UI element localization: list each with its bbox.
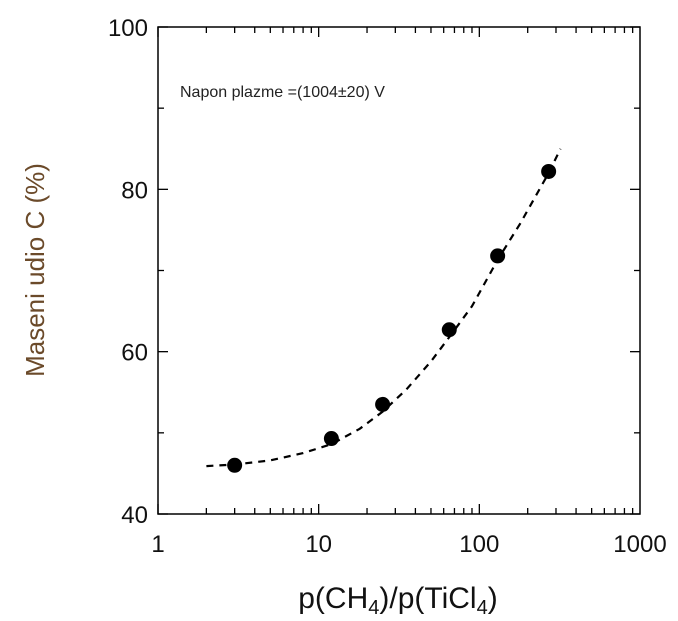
annotation: Napon plazme =(1004±20) V <box>180 84 385 101</box>
data-point <box>490 248 506 264</box>
y-axis-tick-labels: 40 60 80 100 <box>108 15 148 529</box>
x-tick-label: 1000 <box>613 531 666 558</box>
y-tick-label: 40 <box>121 502 148 529</box>
data-point <box>323 431 339 447</box>
y-axis-ticks <box>158 26 640 515</box>
x-axis-tick-labels: 1 10 100 1000 <box>151 531 666 558</box>
data-point <box>441 322 457 338</box>
x-axis-title: p(CH4)/p(TiCl4) <box>298 582 497 619</box>
data-points <box>227 163 557 473</box>
y-tick-label: 80 <box>121 177 148 204</box>
x-tick-label: 1 <box>151 531 164 558</box>
y-axis-title: Maseni udio C (%) <box>20 163 50 377</box>
x-tick-label: 100 <box>459 531 499 558</box>
y-tick-label: 60 <box>121 340 148 367</box>
x-tick-label: 10 <box>305 531 332 558</box>
data-point <box>227 457 243 473</box>
x-axis-ticks <box>157 27 634 514</box>
x-axis-title-part3: ) <box>488 582 498 615</box>
x-axis-title-sub2: 4 <box>477 597 488 619</box>
x-axis-title-part1: p(CH <box>298 582 368 615</box>
data-point <box>375 396 391 412</box>
x-axis-title-part2: )/p(TiCl <box>379 582 476 615</box>
fit-curve <box>206 148 562 468</box>
y-tick-label: 100 <box>108 15 148 42</box>
x-axis-title-sub1: 4 <box>368 597 379 619</box>
data-point <box>541 163 557 179</box>
